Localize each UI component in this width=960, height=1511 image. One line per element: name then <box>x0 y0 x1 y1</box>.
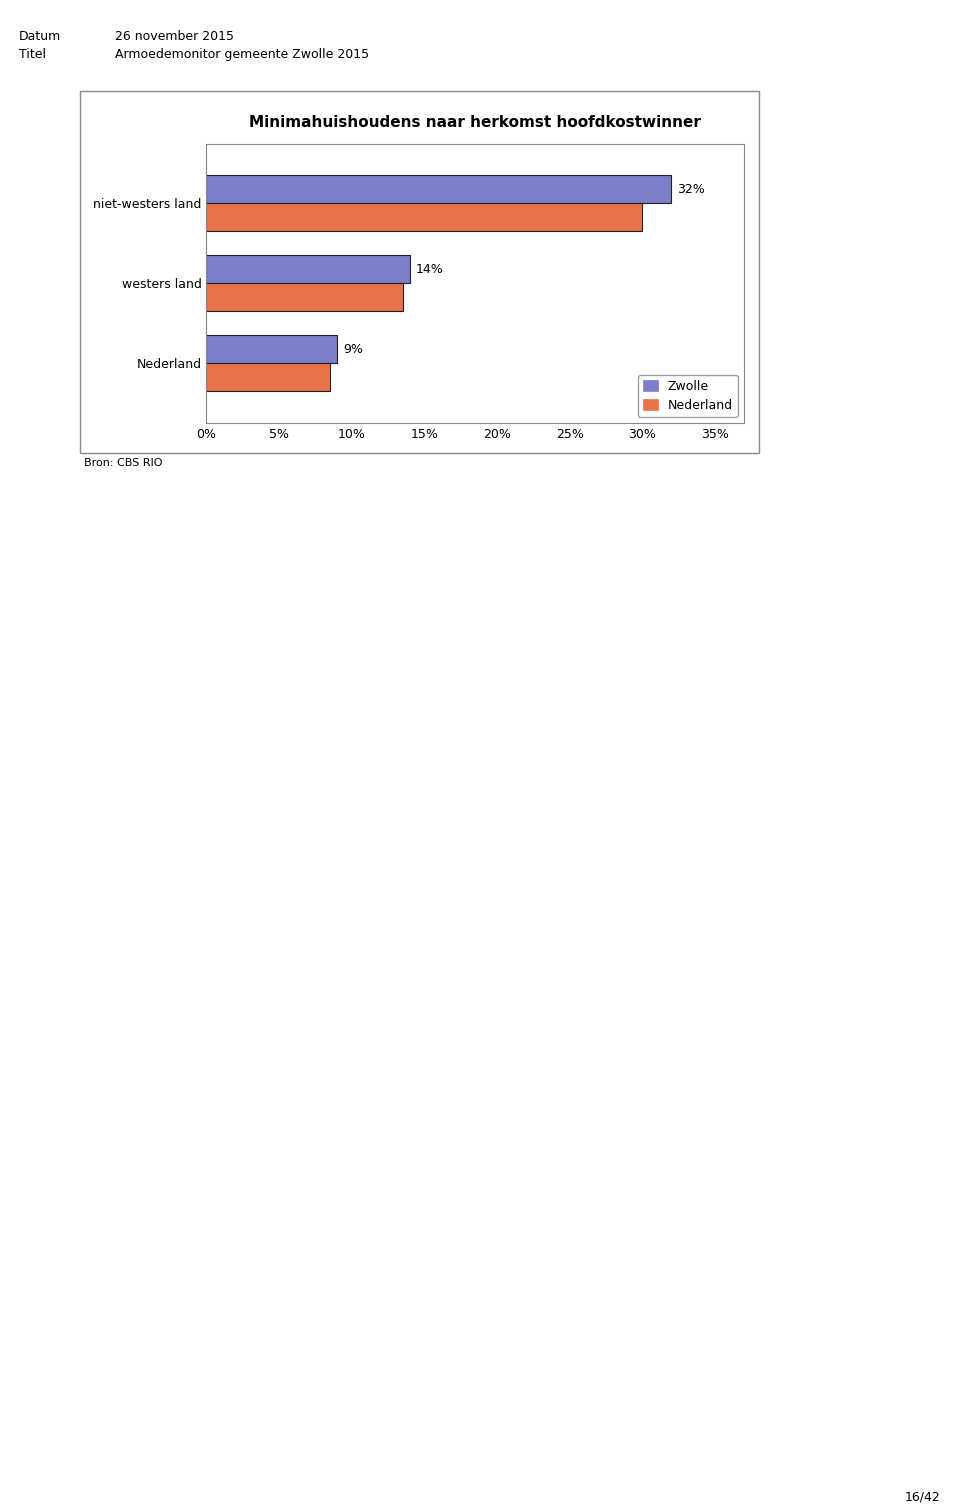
Bar <box>206 363 330 391</box>
Bar <box>206 335 337 363</box>
Bar <box>206 204 642 231</box>
Bar <box>206 175 671 204</box>
Text: 32%: 32% <box>677 183 705 196</box>
Bar <box>206 255 410 284</box>
Text: Armoedemonitor gemeente Zwolle 2015: Armoedemonitor gemeente Zwolle 2015 <box>115 48 370 62</box>
Text: Titel: Titel <box>19 48 46 62</box>
Text: 14%: 14% <box>416 263 444 277</box>
Text: 16/42: 16/42 <box>905 1490 941 1503</box>
Text: Bron: CBS RIO: Bron: CBS RIO <box>84 458 162 468</box>
Text: Datum: Datum <box>19 30 61 44</box>
Bar <box>206 284 402 311</box>
Text: 26 november 2015: 26 november 2015 <box>115 30 234 44</box>
Legend: Zwolle, Nederland: Zwolle, Nederland <box>637 375 737 417</box>
Title: Minimahuishoudens naar herkomst hoofdkostwinner: Minimahuishoudens naar herkomst hoofdkos… <box>250 115 701 130</box>
Text: 9%: 9% <box>343 343 363 355</box>
